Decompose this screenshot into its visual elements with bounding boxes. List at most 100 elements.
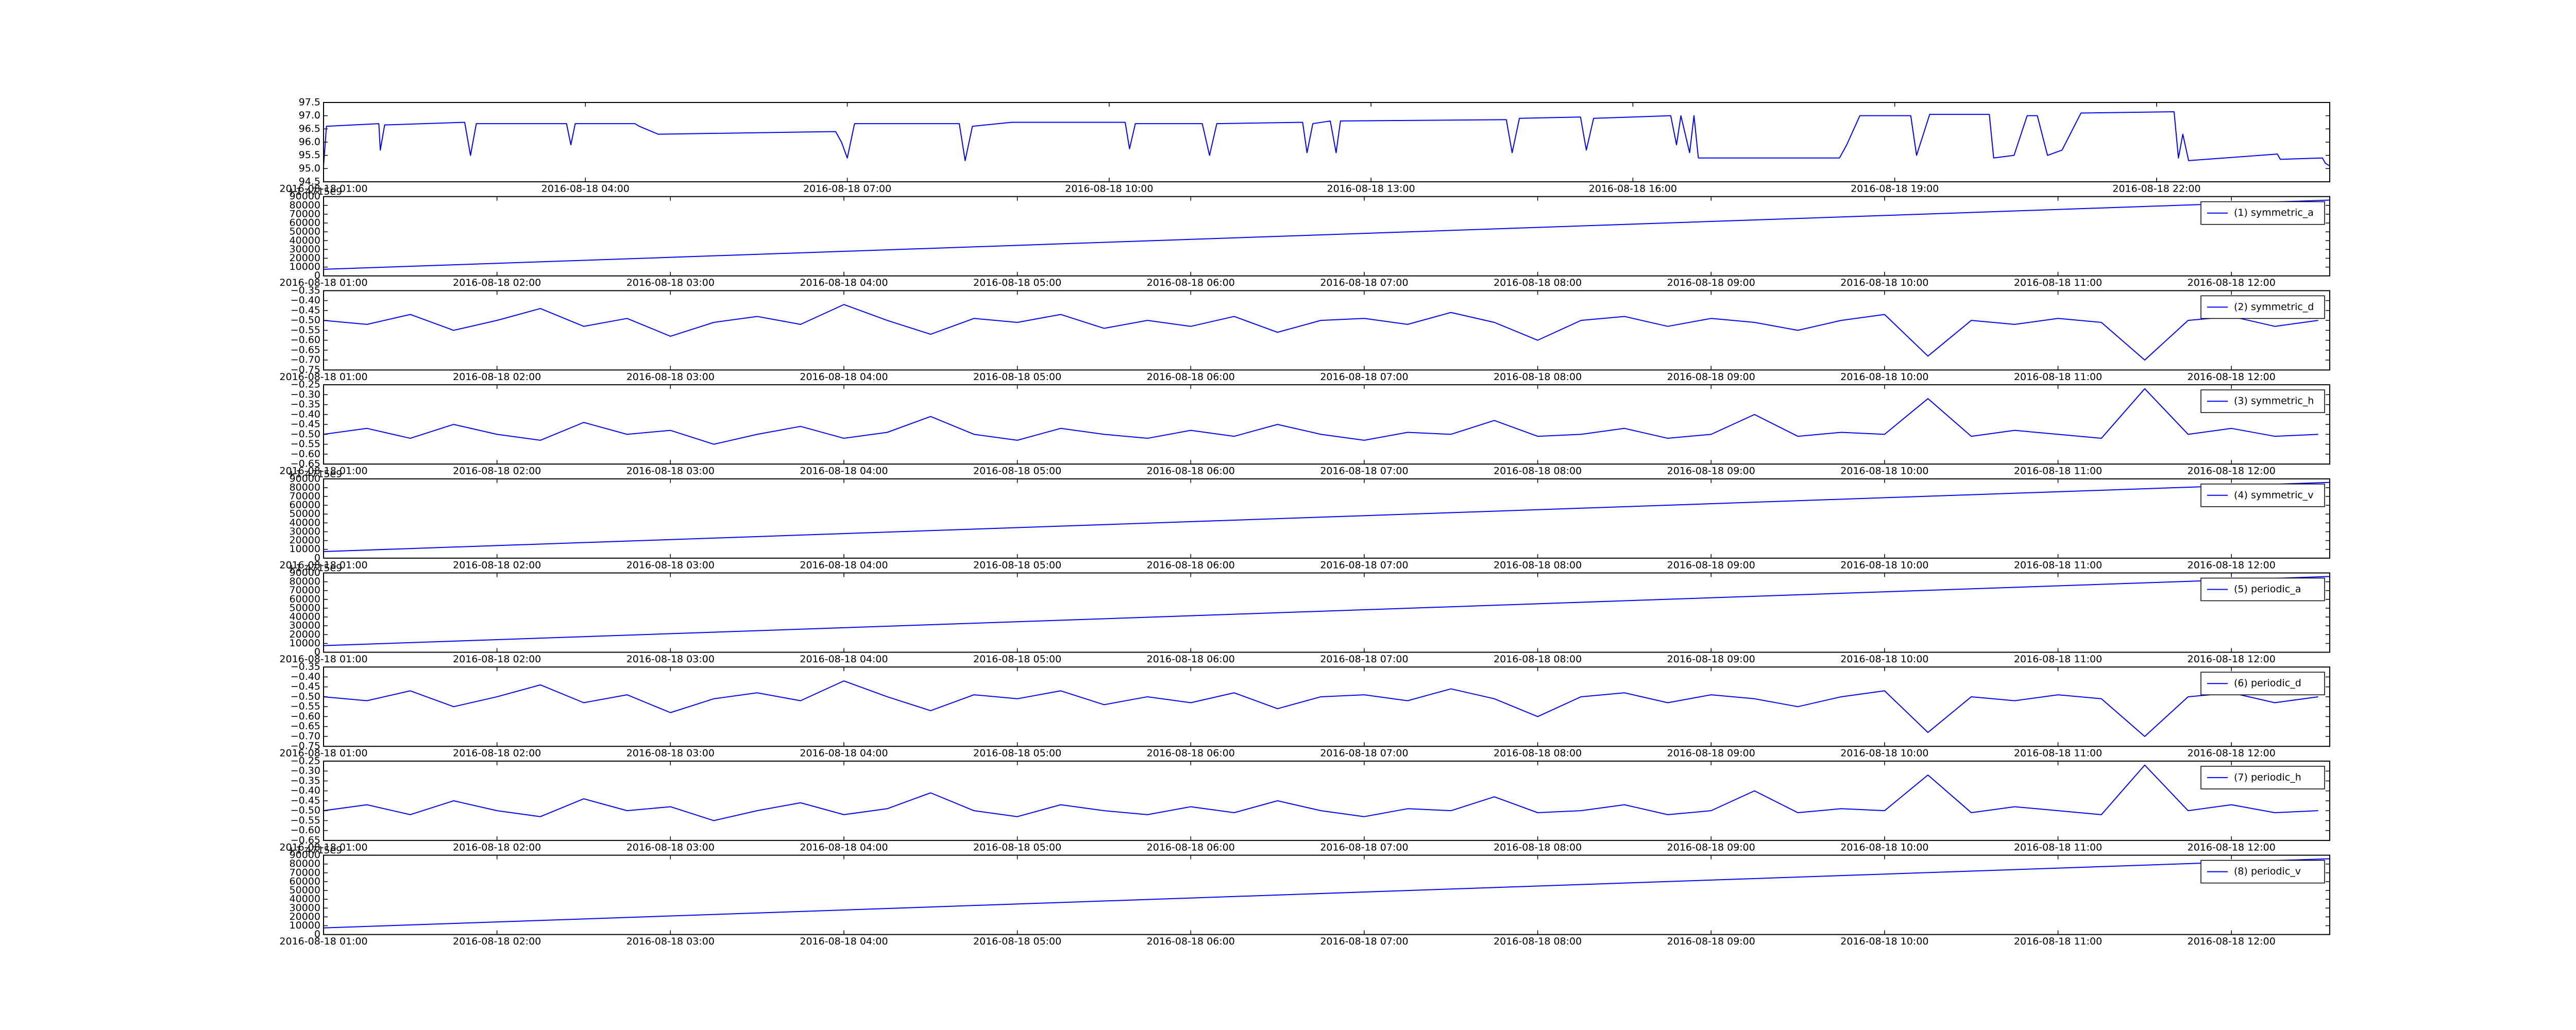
y-tick-label: 90000: [290, 473, 320, 484]
y-tick-label: 90000: [290, 191, 320, 202]
y-tick-label: −0.60: [291, 711, 320, 722]
data-line: [323, 199, 2330, 270]
x-tick-label: 2016-08-18 06:00: [1147, 748, 1235, 759]
x-tick-label: 2016-08-18 08:00: [1494, 277, 1582, 288]
y-tick-label: 20000: [290, 629, 320, 640]
data-line: [323, 388, 2318, 445]
x-tick-label: 2016-08-18 08:00: [1494, 842, 1582, 853]
x-tick-label: 2016-08-18 11:00: [2014, 371, 2102, 383]
y-tick-label: 50000: [290, 226, 320, 237]
x-tick-label: 2016-08-18 11:00: [2014, 748, 2102, 759]
y-tick-label: −0.70: [291, 730, 320, 742]
x-tick-label: 2016-08-18 01:00: [279, 183, 367, 195]
y-tick-label: 50000: [290, 885, 320, 896]
y-tick-label: −0.55: [291, 438, 320, 450]
y-tick-label: −0.40: [291, 785, 320, 796]
y-tick-label: −0.65: [291, 720, 320, 732]
x-tick-label: 2016-08-18 07:00: [1320, 466, 1408, 477]
y-tick-label: 60000: [290, 217, 320, 229]
offset-text: +1.4715e9: [287, 845, 342, 856]
x-tick-label: 2016-08-18 12:00: [2188, 466, 2276, 477]
legend-label: (5) periodic_a: [2234, 583, 2301, 595]
x-tick-label: 2016-08-18 03:00: [626, 936, 715, 947]
y-tick-label: −0.30: [291, 389, 320, 400]
x-tick-label: 2016-08-18 09:00: [1667, 277, 1755, 288]
x-tick-label: 2016-08-18 06:00: [1147, 842, 1235, 853]
y-tick-label: 20000: [290, 911, 320, 922]
y-tick-label: 70000: [290, 491, 320, 502]
data-line: [323, 111, 2330, 167]
x-tick-label: 2016-08-18 07:00: [803, 183, 891, 195]
subplot: −0.65−0.60−0.55−0.50−0.45−0.40−0.35−0.30…: [279, 755, 2330, 853]
subplot: 94.5 95.0 95.596.0 96.5 97.0 97.5 2016-08-18 0…: [279, 97, 2330, 195]
y-tick-label: 80000: [290, 858, 320, 869]
x-tick-label: 2016-08-18 16:00: [1589, 183, 1677, 195]
axes-frame: [323, 854, 2330, 935]
y-tick-label: −0.55: [291, 324, 320, 336]
x-tick-label: 2016-08-18 03:00: [626, 466, 715, 477]
y-tick-label: −0.35: [291, 285, 320, 296]
legend: (3) symmetric_h: [2200, 389, 2325, 413]
legend-label: (4) symmetric_v: [2234, 489, 2314, 501]
x-tick-label: 2016-08-18 07:00: [1320, 654, 1408, 665]
y-tick-label: −0.50: [291, 428, 320, 440]
y-tick-label: −0.40: [291, 295, 320, 306]
y-tick-label: −0.45: [291, 795, 320, 806]
x-tick-label: 2016-08-18 06:00: [1147, 371, 1235, 383]
y-tick-label: 97.5: [299, 97, 320, 108]
x-tick-label: 2016-08-18 10:00: [1065, 183, 1153, 195]
y-tick-label: 70000: [290, 867, 320, 878]
x-tick-label: 2016-08-18 01:00: [279, 466, 367, 477]
legend-label: (2) symmetric_d: [2234, 301, 2314, 313]
x-tick-label: 2016-08-18 07:00: [1320, 559, 1408, 571]
y-tick-label: 70000: [290, 208, 320, 219]
x-tick-label: 2016-08-18 12:00: [2188, 842, 2276, 853]
y-tick-label: 90000: [290, 567, 320, 578]
legend-label: (6) periodic_d: [2234, 678, 2301, 689]
y-tick-label: 40000: [290, 517, 320, 528]
x-tick-label: 2016-08-18 05:00: [973, 559, 1061, 571]
axes-frame: [323, 572, 2330, 653]
y-tick-label: 0: [314, 270, 320, 281]
x-tick-label: 2016-08-18 09:00: [1667, 371, 1755, 383]
offset-text: +1.4715e9: [287, 468, 342, 479]
y-tick-label: 96.5: [299, 123, 320, 134]
x-tick-label: 2016-08-18 04:00: [800, 842, 888, 853]
x-tick-label: 2016-08-18 07:00: [1320, 748, 1408, 759]
y-tick-label: −0.65: [291, 344, 320, 355]
x-tick-label: 2016-08-18 04:00: [800, 654, 888, 665]
x-tick-label: 2016-08-18 05:00: [973, 936, 1061, 947]
x-tick-label: 2016-08-18 04:00: [800, 466, 888, 477]
x-tick-label: 2016-08-18 06:00: [1147, 277, 1235, 288]
subplot: −0.75−0.70−0.65−0.60−0.55−0.50−0.45−0.40…: [279, 285, 2330, 383]
y-tick-label: 40000: [290, 611, 320, 623]
y-tick-label: −0.45: [291, 304, 320, 316]
y-tick-label: 60000: [290, 876, 320, 887]
y-tick-label: −0.60: [291, 448, 320, 459]
legend: (4) symmetric_v: [2200, 484, 2325, 507]
y-tick-label: 95.0: [299, 163, 320, 174]
x-tick-label: 2016-08-18 10:00: [1840, 654, 1928, 665]
x-tick-label: 2016-08-18 09:00: [1667, 748, 1755, 759]
x-tick-label: 2016-08-18 05:00: [973, 748, 1061, 759]
offset-text: +1.4715e9: [287, 562, 342, 574]
x-tick-label: 2016-08-18 08:00: [1494, 748, 1582, 759]
x-tick-label: 2016-08-18 03:00: [626, 654, 715, 665]
x-tick-label: 2016-08-18 10:00: [1840, 748, 1928, 759]
y-tick-label: −0.75: [291, 364, 320, 375]
x-tick-label: 2016-08-18 03:00: [626, 277, 715, 288]
x-tick-label: 2016-08-18 12:00: [2188, 371, 2276, 383]
x-tick-label: 2016-08-18 09:00: [1667, 654, 1755, 665]
x-tick-label: 2016-08-18 03:00: [626, 748, 715, 759]
y-tick-label: −0.40: [291, 408, 320, 420]
x-tick-label: 2016-08-18 04:00: [800, 559, 888, 571]
x-tick-label: 2016-08-18 02:00: [453, 277, 541, 288]
subplot: −0.65−0.60−0.55−0.50−0.45−0.40−0.35−0.30…: [279, 379, 2330, 477]
y-tick-label: −0.50: [291, 315, 320, 326]
y-tick-label: −0.55: [291, 815, 320, 826]
x-tick-label: 2016-08-18 09:00: [1667, 466, 1755, 477]
y-tick-label: 10000: [290, 261, 320, 272]
y-tick-label: 40000: [290, 235, 320, 246]
legend-label: (1) symmetric_a: [2234, 207, 2314, 218]
